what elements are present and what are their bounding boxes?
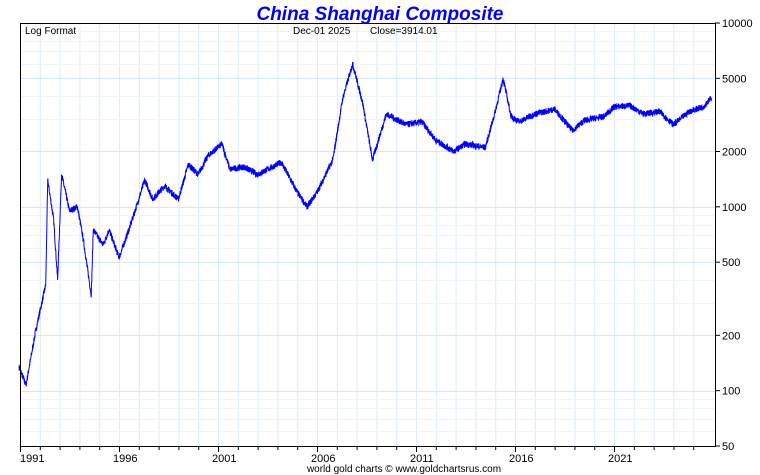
x-tick-label: 1996 — [113, 453, 137, 465]
y-axis: 10000 5000 2000 1000 500 200 100 50 — [715, 18, 753, 453]
x-tick-label: 2006 — [311, 453, 335, 465]
footer-credit: world gold charts © www.goldchartsrus.co… — [306, 464, 501, 475]
scale-label: Log Format — [25, 26, 76, 37]
y-tick-label: 50 — [722, 441, 734, 453]
x-tick-label: 1991 — [20, 453, 44, 465]
chart-title: China Shanghai Composite — [256, 4, 503, 25]
y-tick-label: 1000 — [722, 202, 746, 214]
plot-frame — [20, 23, 716, 447]
y-tick-label: 500 — [722, 257, 740, 269]
series-line-shanghai-composite — [18, 61, 712, 387]
x-axis: 1991 1996 2001 2006 2011 2016 2021 — [20, 446, 695, 465]
y-tick-label: 5000 — [722, 73, 746, 85]
x-tick-label: 2001 — [212, 453, 236, 465]
last-close: Close=3914.01 — [370, 26, 438, 37]
x-tick-label: 2016 — [509, 453, 533, 465]
last-date: Dec-01 2025 — [293, 26, 351, 37]
y-tick-label: 2000 — [722, 146, 746, 158]
y-tick-label: 200 — [722, 330, 740, 342]
grid — [20, 23, 715, 446]
series-layer — [18, 61, 712, 387]
y-tick-label: 10000 — [722, 18, 753, 30]
x-tick-label: 2011 — [410, 453, 434, 465]
y-tick-label: 100 — [722, 386, 740, 398]
x-tick-label: 2021 — [608, 453, 632, 465]
